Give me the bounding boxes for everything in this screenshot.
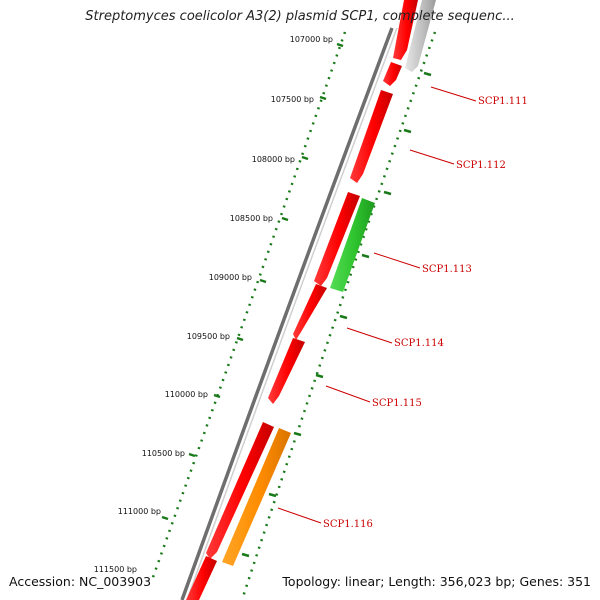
gene-label[interactable]: SCP1.115 xyxy=(372,398,422,409)
backbone xyxy=(180,27,398,600)
accession-label: Accession: NC_003903 xyxy=(9,574,152,589)
gene-arrow[interactable] xyxy=(383,62,402,86)
outer-tick-marks xyxy=(161,42,344,521)
tick-label: 110500 bp xyxy=(142,449,185,458)
gene-arrow[interactable] xyxy=(330,198,375,292)
tick-label: 107000 bp xyxy=(290,35,333,44)
gene-label[interactable]: SCP1.114 xyxy=(394,338,444,349)
gene-arrow[interactable] xyxy=(393,0,418,60)
gene-arrow[interactable] xyxy=(350,90,393,183)
gene-callouts xyxy=(277,86,477,524)
tick-label: 110000 bp xyxy=(165,390,208,399)
tick-label: 111000 bp xyxy=(118,507,161,516)
inner-dotted-track xyxy=(240,31,437,600)
tick-label: 108500 bp xyxy=(230,214,273,223)
gene-label[interactable]: SCP1.113 xyxy=(422,264,472,275)
gene-arrow[interactable] xyxy=(314,192,360,286)
gene-arrow[interactable] xyxy=(405,0,436,72)
gene-label[interactable]: SCP1.116 xyxy=(323,519,373,530)
inner-tick-marks xyxy=(241,71,432,558)
sequence-summary: Topology: linear; Length: 356,023 bp; Ge… xyxy=(282,574,591,589)
gene-arrow[interactable] xyxy=(186,556,217,600)
gene-arrow[interactable] xyxy=(268,338,305,404)
gene-arrow[interactable] xyxy=(206,422,274,559)
gene-label[interactable]: SCP1.112 xyxy=(456,160,506,171)
tick-label: 109500 bp xyxy=(187,332,230,341)
tick-label: 109000 bp xyxy=(209,273,252,282)
map-title: Streptomyces coelicolor A3(2) plasmid SC… xyxy=(85,9,515,24)
gene-arrow[interactable] xyxy=(293,284,327,340)
gene-arrow[interactable] xyxy=(222,428,291,566)
genes xyxy=(186,0,436,600)
gene-label[interactable]: SCP1.111 xyxy=(478,96,528,107)
tick-label: 107500 bp xyxy=(271,95,314,104)
tick-label: 111500 bp xyxy=(94,565,137,574)
bp-tick-labels: 107000 bp 107500 bp 108000 bp 108500 bp … xyxy=(94,35,333,574)
gene-labels: SCP1.111 SCP1.112 SCP1.113 SCP1.114 SCP1… xyxy=(323,96,528,530)
tick-label: 108000 bp xyxy=(252,155,295,164)
